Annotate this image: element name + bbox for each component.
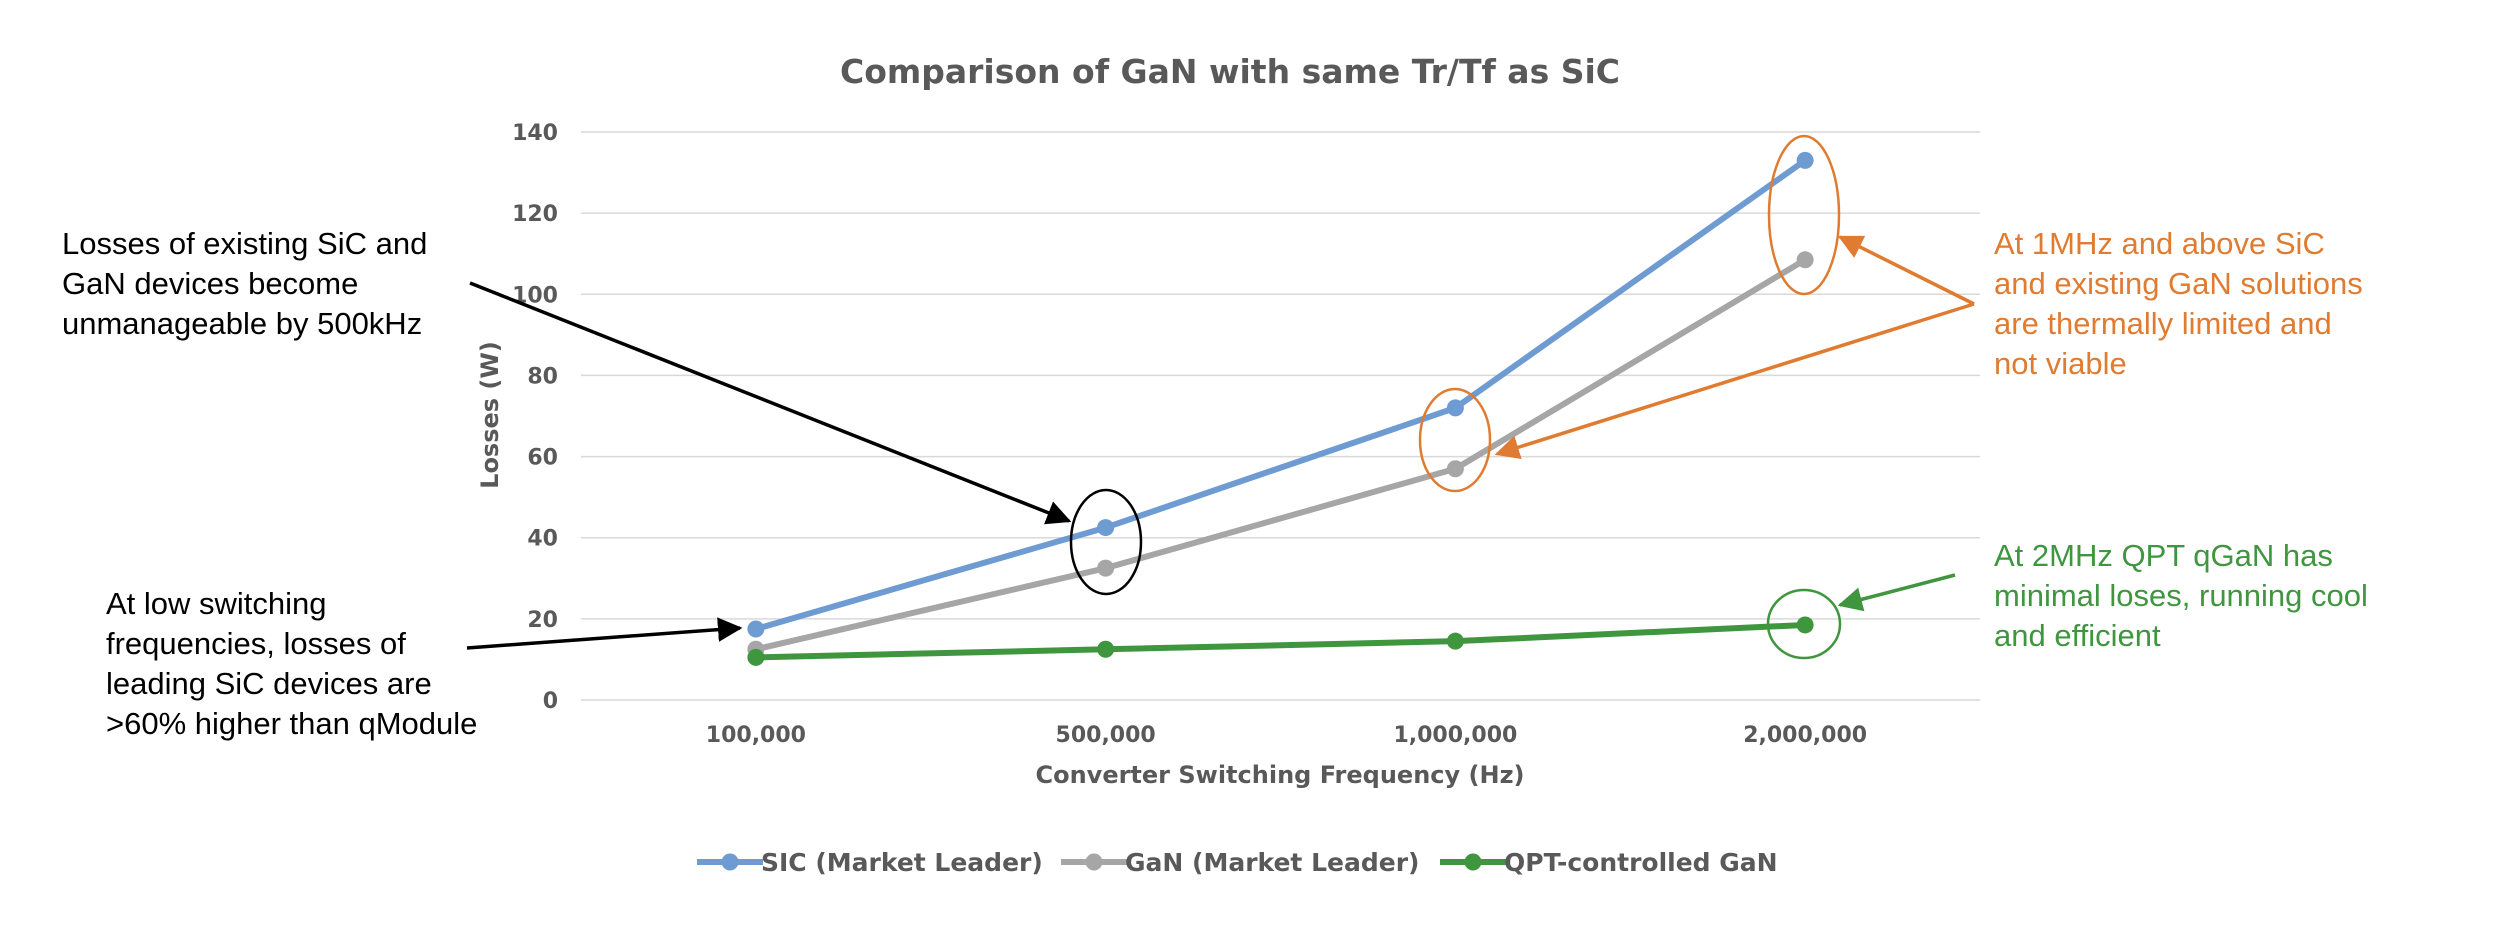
y-tick-label: 80 xyxy=(527,364,558,389)
annotation-1mhz-line4: not viable xyxy=(1994,346,2127,381)
y-axis-title: Losses (W) xyxy=(476,341,504,489)
y-tick-label: 100 xyxy=(512,283,558,308)
y-tick-label: 20 xyxy=(527,608,558,633)
annotation-low-frequency-line4: >60% higher than qModule xyxy=(106,706,477,741)
x-tick-label: 2,000,000 xyxy=(1743,723,1867,748)
chart-title: Comparison of GaN with same Tr/Tf as SiC xyxy=(840,52,1620,91)
series-layer xyxy=(747,151,1814,666)
data-point xyxy=(1796,616,1814,634)
x-tick-label: 1,000,000 xyxy=(1393,723,1517,748)
y-tick-label: 120 xyxy=(512,202,558,227)
arrow-1mhz-lower xyxy=(1494,302,1975,460)
x-tick-label: 500,000 xyxy=(1056,723,1156,748)
x-tick-labels: 100,000 500,000 1,000,000 2,000,000 xyxy=(706,723,1867,748)
y-tick-labels: 0 20 40 60 80 100 120 140 xyxy=(512,121,558,714)
data-point xyxy=(1796,151,1814,169)
annotation-2mhz-line1: At 2MHz QPT qGaN has xyxy=(1994,538,2333,573)
annotation-1mhz: At 1MHz and above SiC and existing GaN s… xyxy=(1994,226,2371,381)
x-tick-label: 100,000 xyxy=(706,723,806,748)
highlight-ellipse-2m-top xyxy=(1767,134,1841,296)
annotation-1mhz-line2: and existing GaN solutions xyxy=(1994,266,2363,301)
annotation-500khz-line3: unmanageable by 500kHz xyxy=(62,306,422,341)
legend-swatch-marker xyxy=(721,853,739,871)
annotation-1mhz-line1: At 1MHz and above SiC xyxy=(1994,226,2325,261)
legend-label: SIC (Market Leader) xyxy=(761,848,1043,877)
legend-label: GaN (Market Leader) xyxy=(1125,848,1419,877)
annotation-2mhz-line2: minimal loses, running cool xyxy=(1994,578,2368,613)
annotation-low-frequency-line2: frequencies, losses of xyxy=(106,626,406,661)
gridlines xyxy=(581,131,1980,701)
arrow-1mhz-upper xyxy=(1837,235,1975,306)
annotation-500khz: Losses of existing SiC and GaN devices b… xyxy=(62,226,436,341)
highlight-ellipse-1m xyxy=(1418,387,1492,493)
series-line xyxy=(752,621,1809,661)
annotation-low-frequency-line3: leading SiC devices are xyxy=(106,666,432,701)
legend-swatch-marker xyxy=(1464,853,1482,871)
data-point xyxy=(1097,640,1115,658)
data-point xyxy=(1097,559,1115,577)
series-line xyxy=(752,157,1809,632)
data-point xyxy=(1446,399,1464,417)
data-point xyxy=(1796,251,1814,269)
annotation-low-frequency-line1: At low switching xyxy=(106,586,327,621)
highlight-ellipse-500k xyxy=(1069,488,1143,596)
annotation-500khz-line1: Losses of existing SiC and xyxy=(62,226,427,261)
x-axis-title: Converter Switching Frequency (Hz) xyxy=(1035,761,1524,789)
series-line xyxy=(752,256,1809,653)
y-tick-label: 0 xyxy=(543,689,558,714)
arrow-low-frequency xyxy=(466,617,743,650)
data-point xyxy=(1097,519,1115,537)
arrow-500khz xyxy=(469,281,1072,525)
highlight-ellipse-2m-bottom xyxy=(1766,588,1842,660)
y-tick-label: 40 xyxy=(527,527,558,552)
data-point xyxy=(1446,632,1464,650)
annotation-2mhz-line3: and efficient xyxy=(1994,618,2161,653)
data-point xyxy=(747,620,765,638)
annotation-low-frequency: At low switching frequencies, losses of … xyxy=(106,586,477,741)
arrow-2mhz xyxy=(1837,573,1956,612)
annotation-500khz-line2: GaN devices become xyxy=(62,266,358,301)
legend-label: QPT-controlled GaN xyxy=(1504,848,1778,877)
annotation-2mhz: At 2MHz QPT qGaN has minimal loses, runn… xyxy=(1994,538,2377,653)
legend: SIC (Market Leader) GaN (Market Leader) QP… xyxy=(697,848,1778,877)
legend-swatch-marker xyxy=(1085,853,1103,871)
annotation-1mhz-line3: are thermally limited and xyxy=(1994,306,2332,341)
y-tick-label: 60 xyxy=(527,446,558,471)
data-point xyxy=(1446,460,1464,478)
y-tick-label: 140 xyxy=(512,121,558,146)
data-point xyxy=(747,648,765,666)
